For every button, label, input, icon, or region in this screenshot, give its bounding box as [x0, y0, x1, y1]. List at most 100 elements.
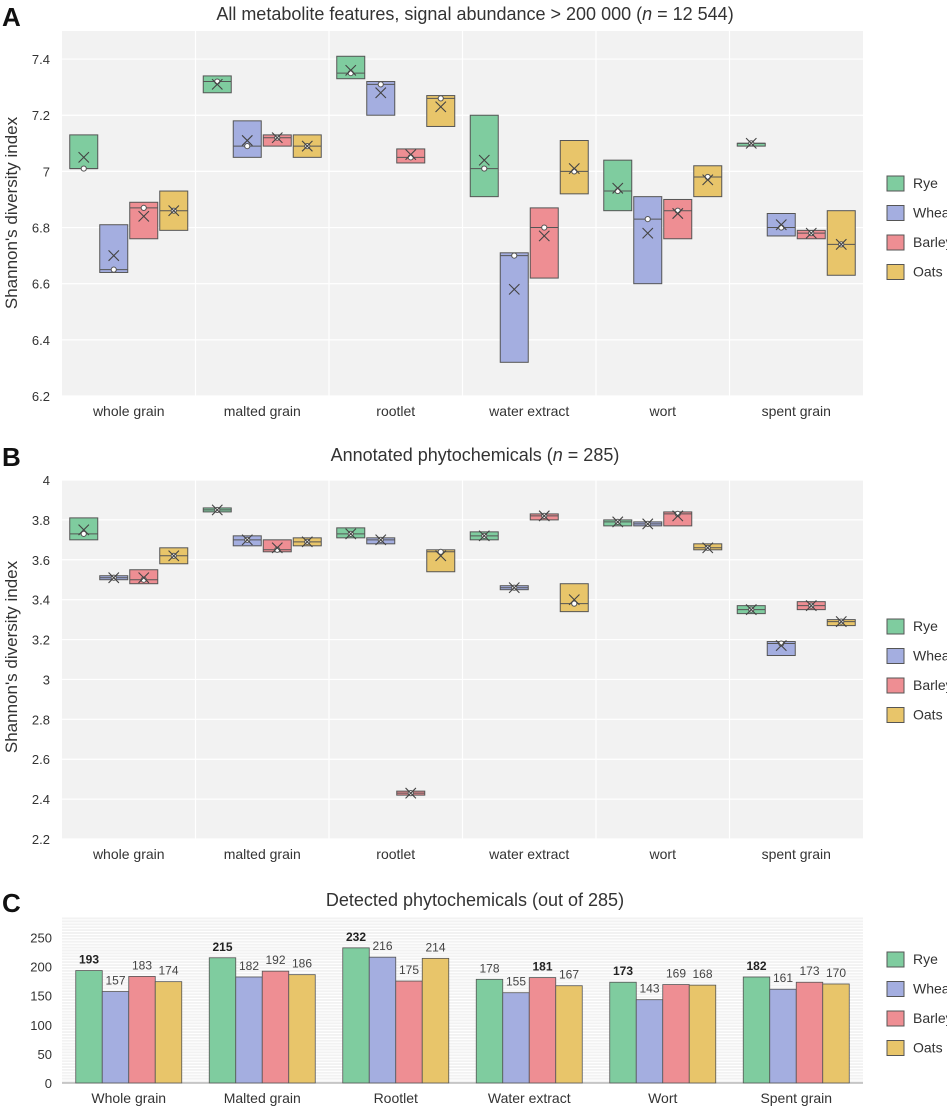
median-point-oats: [437, 95, 444, 102]
bar-value-label: 143: [639, 982, 659, 996]
bar-barley-malted-grain: [261, 970, 290, 1084]
y-tick-label: 0: [45, 1076, 52, 1091]
box-barley-water-extract: [529, 207, 559, 279]
x-tick-label-spent-grain: Spent grain: [760, 1090, 832, 1106]
box-rye-wort: [603, 159, 633, 212]
y-tick-label: 2.4: [32, 792, 50, 807]
bar-wheat-water-extract: [502, 992, 530, 1084]
chart-title-c: Detected phytochemicals (out of 285): [326, 890, 624, 910]
bar-rye-water-extract: [475, 978, 504, 1084]
bar-value-label: 216: [372, 939, 392, 953]
median-point-wheat: [778, 224, 785, 231]
mean-marker-oats: [702, 542, 714, 554]
panel-c: C Detected phytochemicals (out of 285) 0…: [2, 888, 947, 1106]
bar-value-label: 232: [346, 930, 366, 944]
legend-label-wheat: Wheat: [913, 981, 947, 997]
bar-value-label: 155: [506, 975, 526, 989]
mean-marker-barley: [805, 227, 817, 239]
panel-letter-b: B: [2, 442, 21, 472]
mean-marker-barley: [538, 230, 550, 242]
y-tick-label: 6.2: [32, 389, 50, 404]
mean-marker-oats: [168, 205, 180, 217]
median-point-barley: [674, 207, 681, 214]
legend-label-oats: Oats: [913, 1040, 943, 1056]
mean-marker-oats: [835, 616, 847, 628]
y-tick-label: 6.4: [32, 333, 50, 348]
mean-marker-rye: [211, 504, 223, 516]
mean-marker-wheat: [775, 219, 787, 231]
legend-label-barley: Barley: [913, 1010, 947, 1026]
bar-value-label: 192: [265, 953, 285, 967]
y-tick-label: 2.8: [32, 712, 50, 727]
x-tick-label-whole-grain: whole grain: [92, 846, 165, 862]
mean-marker-wheat: [108, 572, 120, 584]
y-tick-label: 3.8: [32, 513, 50, 528]
box-barley-wort: [663, 198, 693, 240]
median-point-rye: [80, 165, 87, 172]
mean-marker-wheat: [241, 134, 253, 147]
bar-barley-wort: [662, 984, 690, 1084]
x-tick-label-wort: Wort: [648, 1090, 677, 1106]
x-tick-label-spent-grain: spent grain: [762, 846, 831, 862]
mean-marker-barley: [271, 132, 283, 144]
bar-value-label: 215: [212, 940, 232, 954]
bar-value-label: 169: [666, 967, 686, 981]
y-tick-label: 3.4: [32, 593, 50, 608]
bar-value-label: 183: [132, 958, 152, 972]
legend-swatch-barley: [886, 234, 905, 251]
panel-letter-a: A: [2, 2, 21, 32]
bar-rye-rootlet: [342, 947, 370, 1084]
mean-marker-wheat: [375, 534, 387, 546]
bar-wheat-whole-grain: [101, 991, 130, 1084]
bar-rye-malted-grain: [208, 957, 237, 1084]
bar-value-label: 182: [746, 959, 766, 973]
legend-swatch-rye: [886, 951, 905, 968]
box-wheat-water-extract: [499, 252, 529, 363]
bar-oats-rootlet: [421, 957, 450, 1084]
mean-marker-oats: [568, 162, 580, 175]
plot-area-b: 2.2 2.4 2.6 2.8 3 3.2 3.4 3.6 3.8 4 whole grain mal…: [32, 473, 863, 862]
median-point-rye: [614, 187, 621, 195]
mean-marker-wheat: [642, 518, 654, 530]
y-tick-label: 3.2: [32, 633, 50, 648]
mean-marker-barley: [672, 510, 684, 522]
y-tick-label: 2.2: [32, 832, 50, 847]
legend-c: Rye Wheat Barley Oats: [886, 951, 947, 1056]
bar-rye-wort: [609, 981, 637, 1084]
y-tick-label: 3.6: [32, 553, 50, 568]
bar-oats-whole-grain: [154, 981, 183, 1084]
y-tick-label: 100: [30, 1018, 52, 1033]
mean-marker-wheat: [642, 227, 654, 239]
bar-oats-spent-grain: [822, 983, 850, 1084]
median-point-rye: [80, 530, 87, 537]
legend-swatch-rye: [886, 618, 905, 635]
legend-swatch-wheat: [886, 648, 905, 664]
legend-swatch-oats: [886, 1040, 905, 1056]
mean-marker-oats: [435, 101, 447, 113]
box-oats-water-extract: [559, 583, 589, 613]
x-tick-label-wort: wort: [649, 403, 677, 419]
bar-value-label: 174: [158, 964, 178, 978]
y-tick-label: 7.4: [32, 52, 50, 67]
y-tick-label: 4: [43, 473, 50, 488]
x-tick-label-whole-grain: Whole grain: [91, 1090, 166, 1106]
box-rye-water-extract: [469, 114, 499, 198]
x-tick-label-water-extract: Water extract: [488, 1090, 571, 1106]
bar-oats-wort: [688, 984, 717, 1084]
mean-marker-wheat: [508, 582, 520, 594]
mean-marker-rye: [78, 151, 90, 163]
legend-swatch-oats: [886, 264, 905, 280]
median-point-wheat: [244, 143, 251, 150]
bar-value-label: 175: [399, 963, 419, 977]
x-tick-label-water-extract: water extract: [488, 403, 569, 419]
y-axis-label-b: Shannon's diversity index: [2, 560, 21, 753]
bar-value-label: 193: [79, 953, 99, 967]
median-point-barley: [541, 224, 548, 231]
bar-rye-whole-grain: [75, 970, 103, 1084]
box-wheat-whole-grain: [99, 224, 129, 273]
median-point-rye: [214, 78, 221, 85]
median-point-wheat: [511, 252, 518, 259]
bar-wheat-wort: [635, 999, 664, 1084]
bar-oats-water-extract: [555, 985, 583, 1084]
median-point-oats: [571, 168, 578, 175]
